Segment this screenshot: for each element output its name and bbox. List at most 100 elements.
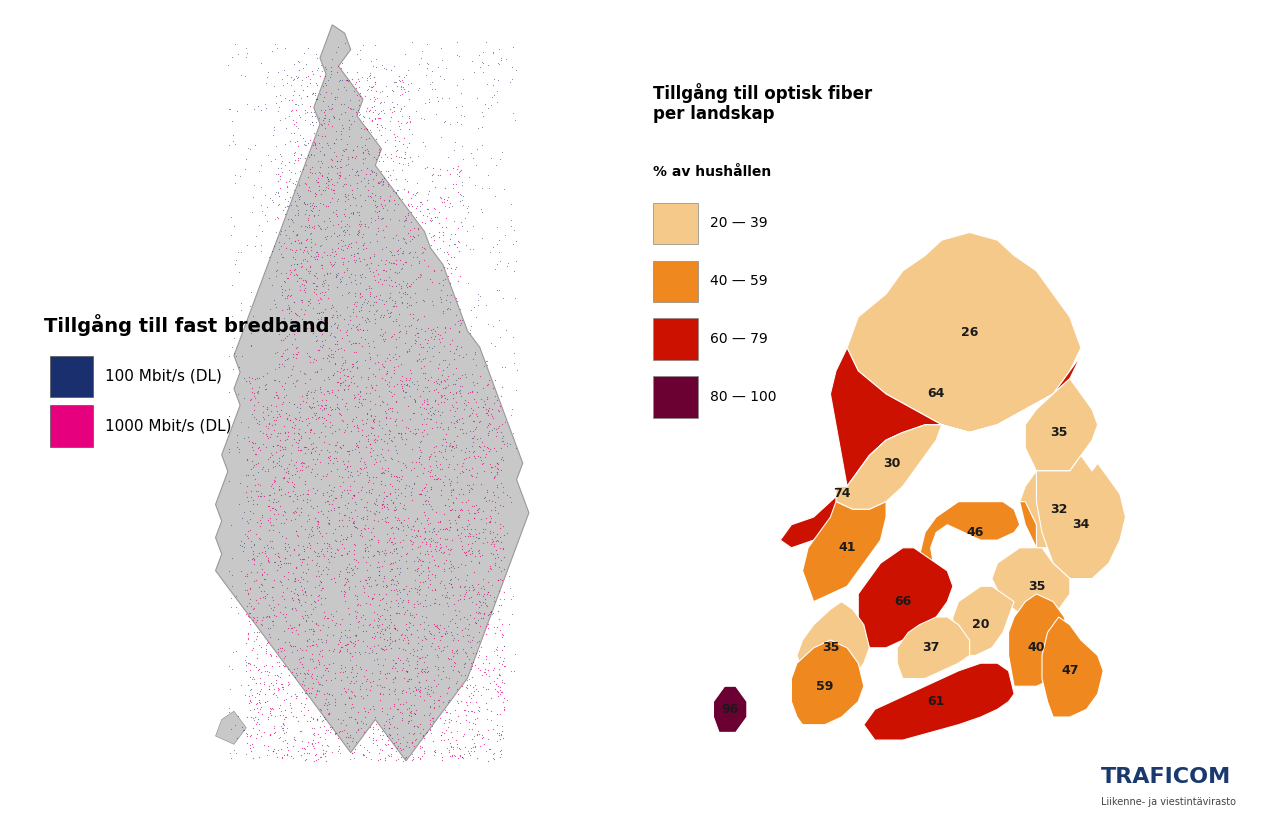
Point <box>334 595 355 608</box>
Point <box>407 199 428 213</box>
Point <box>243 575 264 588</box>
Point <box>251 245 271 258</box>
Point <box>493 291 513 304</box>
Point <box>278 679 298 692</box>
Point <box>319 540 339 553</box>
Point <box>342 686 362 699</box>
Point <box>310 750 330 763</box>
Point <box>422 525 443 538</box>
Point <box>301 736 321 749</box>
Point <box>484 495 504 509</box>
Point <box>467 376 488 390</box>
Point <box>300 746 320 759</box>
Point <box>241 695 261 708</box>
Point <box>372 733 393 746</box>
Point <box>442 613 462 626</box>
Point <box>276 180 297 194</box>
Point <box>351 462 371 476</box>
Point <box>431 332 452 345</box>
Point <box>241 694 261 707</box>
Point <box>364 94 384 108</box>
Point <box>244 612 265 625</box>
Point <box>344 254 365 267</box>
Point <box>492 686 512 699</box>
Point <box>356 441 376 454</box>
Point <box>381 245 402 258</box>
Point <box>407 374 428 387</box>
Point <box>419 374 439 387</box>
Point <box>362 421 383 434</box>
Point <box>492 727 512 740</box>
Point <box>417 648 438 662</box>
Point <box>251 517 271 530</box>
Point <box>241 512 261 525</box>
Point <box>383 155 403 168</box>
Point <box>292 295 312 308</box>
Point <box>239 376 260 390</box>
Point <box>338 575 358 588</box>
Point <box>297 666 317 679</box>
Point <box>460 529 480 543</box>
Point <box>315 62 335 75</box>
Point <box>287 587 307 600</box>
Point <box>355 581 375 595</box>
Point <box>320 725 340 739</box>
Point <box>436 194 457 207</box>
Point <box>297 79 317 93</box>
Point <box>300 653 320 666</box>
Point <box>436 163 457 176</box>
Point <box>265 300 285 313</box>
Point <box>343 103 364 116</box>
Point <box>453 457 474 470</box>
Point <box>407 649 428 662</box>
Point <box>399 686 420 700</box>
Point <box>445 177 466 190</box>
Point <box>283 176 303 189</box>
Point <box>307 175 328 189</box>
Point <box>253 540 274 553</box>
Point <box>367 678 388 691</box>
Point <box>347 597 367 610</box>
Point <box>332 392 352 405</box>
Point <box>284 671 305 684</box>
Point <box>390 324 411 337</box>
Point <box>326 209 347 222</box>
Point <box>398 136 419 149</box>
Point <box>370 753 390 766</box>
Point <box>346 736 366 749</box>
Point <box>378 603 398 616</box>
Point <box>401 246 421 259</box>
Point <box>237 710 257 724</box>
Point <box>342 360 362 373</box>
Point <box>346 253 366 266</box>
Point <box>357 640 378 653</box>
Point <box>257 748 278 762</box>
Point <box>492 380 512 394</box>
Point <box>284 543 305 557</box>
Point <box>332 673 352 686</box>
Point <box>480 743 500 756</box>
Point <box>340 237 361 250</box>
Point <box>360 168 380 181</box>
Point <box>334 177 355 190</box>
Point <box>324 184 344 197</box>
Point <box>323 299 343 312</box>
Point <box>481 409 502 423</box>
Point <box>337 138 357 151</box>
Point <box>282 438 302 452</box>
Point <box>280 198 301 212</box>
Point <box>412 417 433 430</box>
Point <box>292 389 312 402</box>
Point <box>329 403 349 416</box>
Point <box>376 547 397 560</box>
Point <box>408 750 429 763</box>
Point <box>320 572 340 586</box>
Point <box>379 682 399 696</box>
Point <box>351 715 371 728</box>
Point <box>225 258 246 271</box>
Point <box>298 681 319 695</box>
Point <box>337 403 357 416</box>
Point <box>280 237 301 250</box>
Point <box>287 268 307 281</box>
Point <box>273 718 293 731</box>
